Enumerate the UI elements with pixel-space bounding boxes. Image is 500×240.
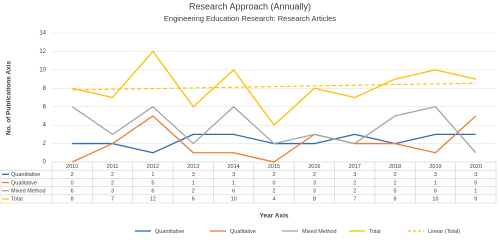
y-tick-label: 4 <box>43 123 47 129</box>
legend-label: Quantitative <box>155 229 184 235</box>
table-cell: 2 <box>394 172 397 178</box>
x-tick-label: 2012 <box>147 164 159 170</box>
table-cell: 1 <box>192 180 195 186</box>
table-cell: 9 <box>394 197 397 203</box>
table-cell: 2 <box>313 172 316 178</box>
table-cell: 2 <box>111 172 114 178</box>
table-cell: 2 <box>192 188 195 194</box>
y-tick-label: 0 <box>43 160 47 166</box>
table-cell: 6 <box>232 188 235 194</box>
x-tick-label: 2017 <box>349 164 361 170</box>
table-cell: 4 <box>272 197 275 203</box>
table-cell: 3 <box>232 172 235 178</box>
table-cell: 6 <box>192 197 195 203</box>
table-cell: 7 <box>111 197 114 203</box>
table-row-label: Qualitative <box>11 180 37 186</box>
x-tick-label: 2015 <box>268 164 280 170</box>
x-tick-label: 2011 <box>107 164 119 170</box>
y-tick-label: 2 <box>43 141 47 147</box>
y-axis-label: No. of Publications Axis <box>6 61 13 136</box>
x-axis-label: Year Axis <box>259 213 288 220</box>
table-cell: 3 <box>434 172 437 178</box>
table-cell: 7 <box>353 197 356 203</box>
table-cell: 1 <box>474 188 477 194</box>
x-tick-label: 2019 <box>429 164 441 170</box>
x-tick-label: 2013 <box>187 164 199 170</box>
table-cell: 10 <box>231 197 237 203</box>
table-cell: 3 <box>192 172 195 178</box>
table-cell: 3 <box>353 172 356 178</box>
y-tick-label: 10 <box>39 67 46 73</box>
table-cell: 3 <box>111 188 114 194</box>
table-cell: 1 <box>434 180 437 186</box>
series-line <box>71 106 477 154</box>
x-tick-label: 2014 <box>228 164 240 170</box>
y-tick-label: 14 <box>39 31 46 37</box>
table-cell: 3 <box>474 172 477 178</box>
table-cell: 9 <box>474 197 477 203</box>
table-cell: 10 <box>432 197 438 203</box>
legend-label: Qualitative <box>230 229 256 235</box>
y-tick-label: 12 <box>39 49 46 55</box>
chart-title: Research Approach (Annually) <box>189 1 311 11</box>
y-tick-label: 8 <box>43 86 47 92</box>
legend-label: Mixed Method <box>302 229 337 235</box>
series-line <box>72 50 476 126</box>
table-row-label: Total <box>11 197 23 203</box>
table-cell: 0 <box>71 180 74 186</box>
chart-subtitle: Engineering Education Research: Research… <box>164 14 336 23</box>
table-row-label: Quantitative <box>11 172 40 178</box>
table-cell: 2 <box>111 180 114 186</box>
table-cell: 5 <box>474 180 477 186</box>
table-cell: 3 <box>313 188 316 194</box>
table-cell: 0 <box>272 180 275 186</box>
x-tick-label: 2010 <box>66 164 78 170</box>
table-cell: 6 <box>71 188 74 194</box>
table-cell: 2 <box>272 188 275 194</box>
table-cell: 2 <box>353 188 356 194</box>
table-cell: 5 <box>151 180 154 186</box>
series-line <box>71 115 477 163</box>
legend-label: Linear (Total) <box>428 229 460 235</box>
table-cell: 5 <box>394 188 397 194</box>
table-cell: 3 <box>313 180 316 186</box>
table-cell: 1 <box>151 172 154 178</box>
legend-label: Total <box>369 229 381 235</box>
table-cell: 2 <box>394 180 397 186</box>
x-tick-label: 2020 <box>470 164 482 170</box>
table-cell: 8 <box>71 197 74 203</box>
table-cell: 8 <box>313 197 316 203</box>
table-cell: 2 <box>272 172 275 178</box>
trend-line <box>72 82 476 91</box>
table-cell: 2 <box>71 172 74 178</box>
table-cell: 1 <box>232 180 235 186</box>
x-tick-label: 2016 <box>308 164 320 170</box>
table-cell: 6 <box>151 188 154 194</box>
y-tick-label: 6 <box>43 104 47 110</box>
table-row-label: Mixed Method <box>11 188 46 194</box>
table-cell: 12 <box>150 197 156 203</box>
table-cell: 6 <box>434 188 437 194</box>
table-cell: 2 <box>353 180 356 186</box>
x-tick-label: 2018 <box>389 164 401 170</box>
